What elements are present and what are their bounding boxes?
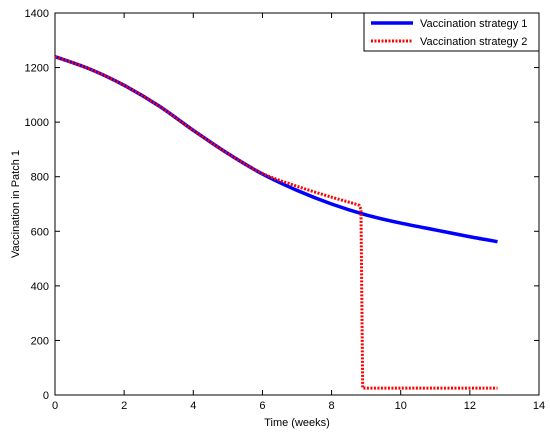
y-axis-title: Vaccination in Patch 1 [10, 150, 22, 258]
axis-ticks: 0 2 4 6 8 10 12 14 0 200 400 600 800 1000 1200 1400 [25, 8, 546, 412]
y-tick-label: 800 [31, 172, 49, 184]
series-layer [54, 55, 498, 390]
x-tick-label: 0 [52, 400, 58, 412]
legend: Vaccination strategy 1 Vaccination strat… [363, 12, 540, 52]
x-tick-label: 6 [259, 400, 265, 412]
x-tick-label: 12 [464, 400, 476, 412]
legend-box [363, 12, 540, 52]
y-tick-label: 600 [31, 226, 49, 238]
y-tick-label: 200 [31, 335, 49, 347]
legend-label-strategy-1: Vaccination strategy 1 [420, 18, 527, 30]
x-tick-label: 8 [329, 400, 335, 412]
x-tick-label: 2 [121, 400, 127, 412]
y-tick-label: 1200 [25, 63, 49, 75]
x-axis-title: Time (weeks) [264, 417, 330, 429]
x-tick-label: 10 [395, 400, 407, 412]
plot-area [54, 12, 540, 396]
legend-label-strategy-2: Vaccination strategy 2 [420, 36, 527, 48]
y-tick-label: 400 [31, 281, 49, 293]
y-tick-label: 0 [43, 390, 49, 402]
x-tick-label: 4 [190, 400, 196, 412]
x-tick-label: 14 [533, 400, 545, 412]
y-tick-label: 1000 [25, 117, 49, 129]
y-tick-label: 1400 [25, 8, 49, 20]
series-line-strategy-2 [54, 55, 498, 390]
